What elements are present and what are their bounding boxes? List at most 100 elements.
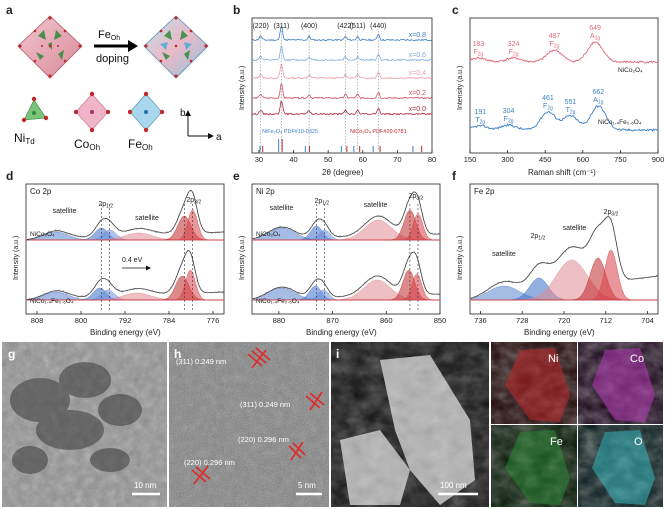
co-curves-raw-1-pt-3 [36, 296, 38, 298]
tem-scale-label: 10 nm [134, 481, 157, 490]
ni-curves-raw-0-pt-22 [328, 229, 331, 231]
svg-text:b: b [180, 108, 186, 119]
co-curves-raw-1-pt-53 [222, 292, 224, 294]
ni-curves-raw-0-pt-45 [409, 195, 412, 197]
ni-curves-envelope-0 [251, 191, 440, 240]
xrd-peak-label-2: (400) [301, 23, 317, 30]
ni-curves-raw-0-pt-6 [272, 229, 274, 231]
co-curves-raw-0-pt-23 [110, 221, 113, 223]
co-curves-raw-0-pt-43 [184, 198, 187, 200]
co-curves-raw-1-pt-2 [32, 298, 35, 300]
xrd-series-label-4: x=0.0 [409, 106, 426, 113]
panel-letter-a: a [6, 3, 13, 17]
ni-curves-raw-1-pt-13 [297, 292, 299, 294]
ni-curves-raw-1-pt-46 [413, 251, 415, 253]
ni-curves-raw-0-pt-4 [265, 232, 267, 234]
panel-letter-g: g [8, 347, 15, 361]
co-curves-raw-0-pt-17 [88, 234, 90, 236]
raman-peak-1-4-value: 662 [592, 89, 604, 96]
co-curves-raw-1-pt-8 [55, 290, 57, 292]
xrd-tick-label-3: 60 [359, 155, 367, 164]
ni-curves-raw-0-pt-12 [293, 231, 295, 233]
co-curves-raw-1-pt-38 [166, 290, 168, 293]
ni-curves-comp-1-5 [252, 273, 440, 301]
raman-plot-frame [469, 17, 659, 154]
raman-ylabel: Intensity (a.u.) [457, 66, 464, 110]
xrd-curve-2 [251, 63, 433, 80]
raman-peak-1-1-value: 304 [503, 108, 515, 115]
svg-text:(220) 0.296 nm: (220) 0.296 nm [184, 458, 235, 467]
ni-curves-raw-1-pt-14 [300, 292, 303, 295]
raman-curve2-label: NiCo₁.₄Fe₀.₆O₄ [598, 119, 642, 126]
svg-text:(311) 0.249 nm: (311) 0.249 nm [176, 357, 226, 366]
ni-curves-raw-1-pt-9 [283, 287, 285, 289]
site-ni-td: NiTd [14, 96, 49, 146]
fe-curves-raw-0-pt-52 [652, 276, 654, 278]
spinel-cell-after [143, 15, 209, 79]
raman-peak-0-0-mode: F2g [473, 49, 483, 58]
panel-letter-f: f [452, 169, 457, 183]
co-ann-1: 2p1/2 [98, 201, 113, 210]
ni-curves-raw-1 [251, 251, 440, 300]
co-curves-raw-0-pt-40 [173, 224, 176, 226]
ni-curves-raw-0-pt-42 [399, 221, 401, 224]
co-curves-raw-1-pt-35 [155, 291, 157, 293]
fe-curves-raw-0-pt-15 [522, 280, 524, 283]
co2p-sample1: NiCo₂O₄ [30, 231, 55, 238]
co-curves-raw-1-pt-31 [140, 287, 142, 290]
ni-curves-raw-0-pt-23 [332, 233, 334, 235]
ni-curves-raw-1-pt-41 [395, 283, 398, 285]
spinel-cell-before [17, 15, 83, 79]
svg-text:CoOh: CoOh [74, 137, 100, 152]
ni-curves-raw-0-pt-39 [388, 221, 391, 223]
ni-curves-raw-1-pt-18 [314, 279, 317, 281]
fe-ticks-label-2: 720 [558, 316, 571, 325]
co-curves-raw-1-pt-37 [162, 292, 165, 295]
co-curves-raw-0-pt-6 [47, 231, 49, 233]
xrd-peak-label-1: (311) [274, 23, 290, 30]
co-curves-raw-0-pt-1 [29, 238, 31, 240]
co-curves-raw-1-pt-33 [147, 289, 150, 291]
ni-curves-raw-0-pt-7 [276, 228, 278, 230]
ni-curves-raw-0-pt-51 [431, 232, 433, 235]
fe-curves-raw-0-pt-33 [585, 244, 587, 247]
co-curves-raw-0-pt-12 [69, 233, 72, 235]
co-ticks-label-4: 776 [207, 316, 220, 325]
co2p-x-ticks: 808 800 792 784 776 [31, 311, 220, 325]
co2p-curves [25, 189, 224, 301]
fe-curves-raw-0-pt-12 [511, 281, 513, 284]
fe-curves-raw-0-pt-50 [645, 276, 647, 279]
ni-curves-raw-0-pt-15 [304, 232, 306, 234]
doping-label: doping [96, 53, 129, 65]
ni-curves-raw-0-pt-38 [385, 218, 387, 221]
raman-peak-1-3-mode: T2g [566, 107, 576, 116]
co-curves-raw-0-pt-7 [51, 231, 53, 233]
raman-xlabel: Raman shift (cm⁻¹) [528, 168, 596, 177]
co-curves-raw-0-pt-32 [144, 228, 146, 230]
xrd-x-ticks: 30 40 50 60 70 80 [255, 150, 436, 164]
raman-curve-0 [469, 41, 659, 64]
ni-curves-raw-1-pt-11 [290, 287, 292, 290]
fe-curves-raw-0-pt-48 [638, 277, 640, 279]
co-curves-raw-0-pt-0 [25, 238, 27, 241]
xrd-curves [251, 26, 433, 116]
xrd-tick-label-4: 70 [393, 155, 401, 164]
co2p-sample2: NiCo₁.₄Fe₀.₆O₄ [30, 298, 74, 305]
raman-tick-label-2: 450 [539, 155, 552, 164]
co-curves-raw-0-pt-21 [103, 217, 105, 220]
co-curves-raw-1-pt-36 [158, 292, 161, 294]
svg-text:a: a [216, 132, 222, 143]
xrd-peak-label-5: (440) [370, 23, 386, 30]
co-curves-raw-0-pt-13 [73, 234, 76, 236]
fe-curves-raw-0-pt-28 [568, 246, 570, 248]
map-fe: Fe [491, 425, 577, 507]
co-curves-raw-1-pt-23 [110, 284, 113, 286]
xrd-peak-labels: (220) (311) (400) (422)(511) (440) [252, 23, 387, 150]
panel-letter-h: h [174, 347, 181, 361]
xrd-curve-4 [251, 100, 433, 116]
svg-text:O: O [634, 436, 643, 448]
ni-curves-raw-0-pt-13 [297, 232, 299, 234]
ni-curves-raw-0-pt-20 [321, 219, 324, 221]
fe-curves-raw-0-pt-44 [624, 275, 626, 277]
panel-h: h (311) 0.249 nm (311) 0.249 nm (220) 0.… [169, 342, 329, 507]
